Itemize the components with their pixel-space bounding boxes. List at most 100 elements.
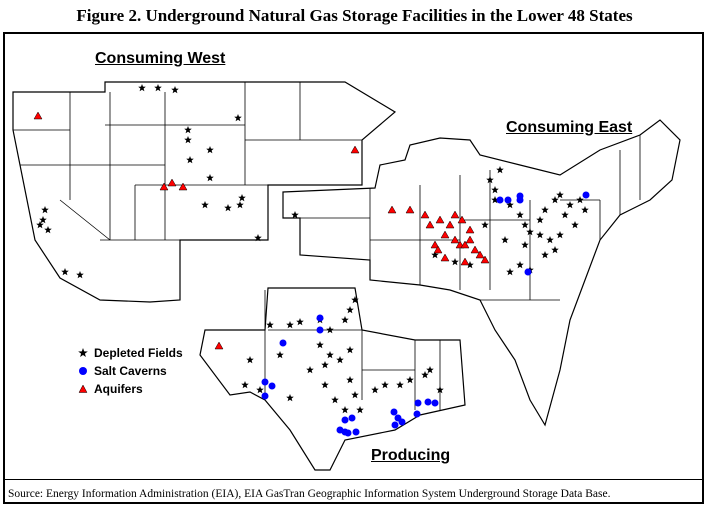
- salt-cavern-marker: [316, 314, 324, 322]
- depleted-field-marker: [346, 306, 354, 314]
- depleted-field-marker: [421, 371, 429, 379]
- depleted-field-marker: [406, 376, 414, 384]
- depleted-field-marker: [371, 386, 379, 394]
- depleted-field-marker: [321, 361, 329, 369]
- depleted-field-marker: [551, 196, 559, 204]
- legend-item-depleted-fields: Depleted Fields: [78, 344, 183, 362]
- depleted-field-marker: [521, 221, 529, 229]
- aquifer-marker: [435, 215, 445, 224]
- salt-cavern-marker: [496, 196, 504, 204]
- depleted-field-marker: [381, 381, 389, 389]
- salt-cavern-marker: [261, 392, 269, 400]
- depleted-field-marker: [206, 146, 214, 154]
- depleted-field-marker: [451, 258, 459, 266]
- depleted-field-marker: [316, 341, 324, 349]
- aquifer-marker: [480, 255, 490, 264]
- depleted-field-marker: [238, 194, 246, 202]
- salt-cavern-marker: [516, 196, 524, 204]
- aquifer-marker: [460, 257, 470, 266]
- depleted-field-marker: [154, 84, 162, 92]
- depleted-field-marker: [138, 84, 146, 92]
- aquifer-marker: [425, 220, 435, 229]
- depleted-field-marker: [234, 114, 242, 122]
- depleted-field-marker: [296, 318, 304, 326]
- depleted-field-marker: [481, 221, 489, 229]
- depleted-field-marker: [326, 351, 334, 359]
- aquifer-marker: [350, 145, 360, 154]
- depleted-field-marker: [206, 174, 214, 182]
- producing-label: Producing: [371, 447, 451, 465]
- depleted-field-marker: [184, 126, 192, 134]
- depleted-field-marker: [571, 221, 579, 229]
- aquifer-marker: [440, 230, 450, 239]
- depleted-field-marker: [346, 376, 354, 384]
- depleted-field-marker: [224, 204, 232, 212]
- depleted-field-marker: [536, 231, 544, 239]
- depleted-field-marker: [36, 221, 44, 229]
- aquifer-marker: [159, 182, 169, 191]
- depleted-field-marker: [546, 236, 554, 244]
- depleted-field-marker: [426, 366, 434, 374]
- salt-cavern-marker: [344, 429, 352, 437]
- depleted-field-marker: [336, 356, 344, 364]
- aquifer-marker: [465, 235, 475, 244]
- depleted-field-marker: [44, 226, 52, 234]
- depleted-field-marker: [184, 136, 192, 144]
- source-note: Source: Energy Information Administratio…: [8, 488, 611, 500]
- depleted-field-marker: [561, 211, 569, 219]
- aquifer-marker: [420, 210, 430, 219]
- aquifer-marker: [450, 210, 460, 219]
- depleted-field-marker: [566, 201, 574, 209]
- depleted-field-marker: [61, 268, 69, 276]
- aquifer-marker: [387, 205, 397, 214]
- depleted-field-marker: [266, 321, 274, 329]
- salt-cavern-marker: [279, 339, 287, 347]
- salt-cavern-marker: [390, 408, 398, 416]
- depleted-field-marker: [326, 326, 334, 334]
- depleted-field-marker: [321, 381, 329, 389]
- legend-item-aquifers: Aquifers: [78, 380, 183, 398]
- aquifer-marker: [178, 182, 188, 191]
- aquifer-marker: [430, 240, 440, 249]
- depleted-field-marker: [501, 236, 509, 244]
- aquifer-marker: [214, 341, 224, 350]
- salt-cavern-marker: [352, 428, 360, 436]
- salt-cavern-marker: [341, 416, 349, 424]
- consuming-east-label: Consuming East: [506, 119, 633, 137]
- depleted-field-marker: [491, 196, 499, 204]
- depleted-field-marker: [516, 261, 524, 269]
- aquifer-marker: [457, 215, 467, 224]
- figure-frame: [3, 32, 704, 504]
- salt-cavern-marker: [398, 418, 406, 426]
- depleted-field-marker: [331, 396, 339, 404]
- aquifer-marker: [460, 240, 470, 249]
- depleted-field-marker: [396, 381, 404, 389]
- aquifer-marker: [450, 235, 460, 244]
- aquifer-marker: [433, 245, 443, 254]
- depleted-field-marker: [541, 206, 549, 214]
- depleted-field-marker: [171, 86, 179, 94]
- depleted-field-marker: [241, 381, 249, 389]
- depleted-field-marker: [291, 211, 299, 219]
- depleted-field-marker: [356, 406, 364, 414]
- depleted-field-marker: [466, 261, 474, 269]
- salt-cavern-marker: [524, 268, 532, 276]
- salt-cavern-marker: [582, 191, 590, 199]
- consuming-west-region: [12, 81, 397, 303]
- legend-item-salt-caverns: Salt Caverns: [78, 362, 183, 380]
- legend: Depleted Fields Salt Caverns Aquifers: [78, 344, 183, 398]
- depleted-field-marker: [341, 316, 349, 324]
- depleted-field-marker: [286, 321, 294, 329]
- aquifer-marker: [405, 205, 415, 214]
- star-icon: [78, 348, 88, 357]
- salt-cavern-marker: [413, 410, 421, 418]
- aquifer-marker: [470, 245, 480, 254]
- depleted-field-marker: [541, 251, 549, 259]
- depleted-field-marker: [351, 296, 359, 304]
- aquifer-marker: [475, 250, 485, 259]
- depleted-field-marker: [576, 196, 584, 204]
- depleted-field-marker: [351, 391, 359, 399]
- salt-cavern-marker: [316, 326, 324, 334]
- depleted-field-marker: [556, 231, 564, 239]
